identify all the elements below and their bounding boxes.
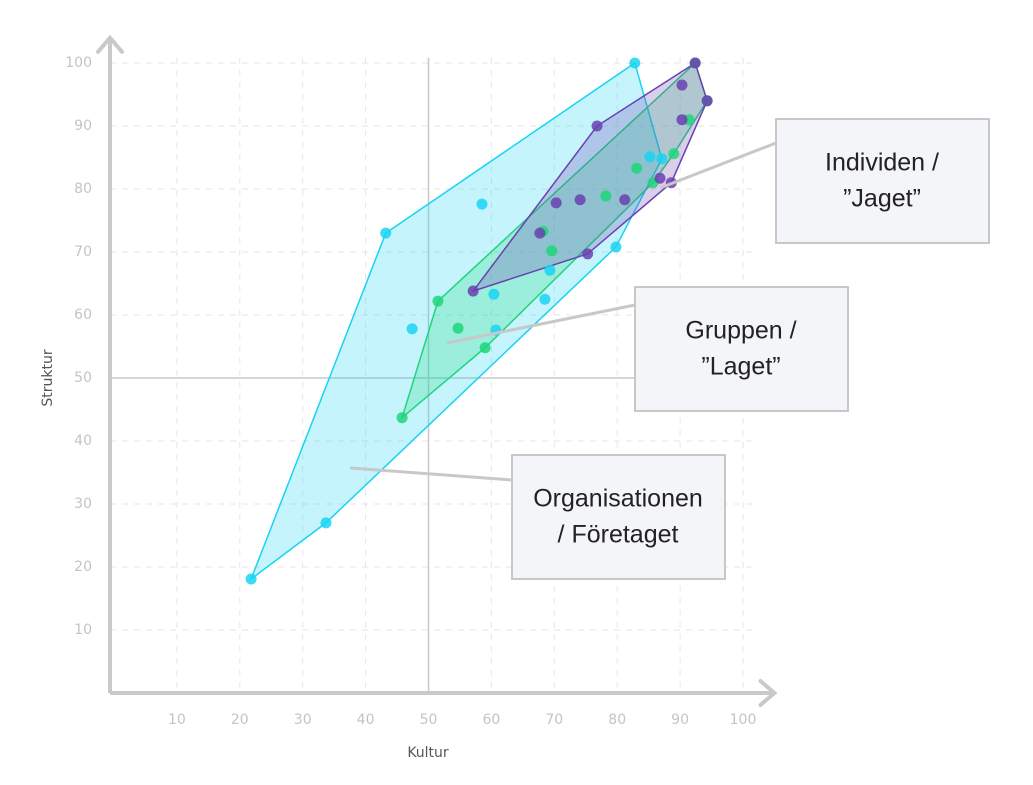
point bbox=[320, 517, 332, 529]
x-tick-label: 40 bbox=[357, 712, 375, 728]
y-tick-label: 30 bbox=[74, 496, 92, 512]
y-tick-label: 60 bbox=[74, 307, 92, 323]
point bbox=[676, 114, 688, 126]
annotation-box bbox=[634, 286, 849, 412]
point bbox=[488, 288, 500, 300]
point bbox=[550, 197, 562, 209]
y-tick-label: 50 bbox=[74, 370, 92, 386]
annotation-text: ”Laget” bbox=[701, 353, 780, 381]
point bbox=[582, 248, 594, 260]
x-tick-label: 70 bbox=[545, 712, 563, 728]
y-tick-label: 40 bbox=[74, 433, 92, 449]
point bbox=[396, 412, 408, 424]
point bbox=[544, 264, 556, 276]
y-tick-label: 70 bbox=[74, 244, 92, 260]
annotation-text: Individen / bbox=[825, 149, 939, 177]
x-tick-label: 60 bbox=[482, 712, 500, 728]
x-tick-label: 100 bbox=[730, 712, 757, 728]
x-tick-label: 20 bbox=[231, 712, 249, 728]
point bbox=[380, 227, 392, 239]
point bbox=[452, 322, 464, 334]
point bbox=[406, 323, 418, 335]
y-tick-label: 90 bbox=[74, 118, 92, 134]
point bbox=[668, 148, 680, 160]
point bbox=[591, 120, 603, 132]
point bbox=[546, 245, 558, 257]
annotation-text: Gruppen / bbox=[685, 317, 796, 345]
point bbox=[432, 295, 444, 307]
point bbox=[689, 57, 701, 69]
point bbox=[600, 190, 612, 202]
y-tick-label: 10 bbox=[74, 622, 92, 638]
point bbox=[467, 285, 479, 297]
y-tick-label: 80 bbox=[74, 181, 92, 197]
point bbox=[656, 153, 668, 165]
leader-line bbox=[659, 141, 777, 190]
x-tick-label: 10 bbox=[168, 712, 186, 728]
annotation-text: ”Jaget” bbox=[843, 185, 921, 213]
y-tick-label: 20 bbox=[74, 559, 92, 575]
y-tick-label: 100 bbox=[65, 55, 92, 71]
point bbox=[619, 194, 631, 206]
point bbox=[539, 293, 551, 305]
point bbox=[476, 198, 488, 210]
point bbox=[644, 151, 656, 163]
leader-line bbox=[349, 466, 513, 482]
point bbox=[479, 342, 491, 354]
point bbox=[610, 241, 622, 253]
annotation-box bbox=[775, 118, 990, 244]
point bbox=[629, 57, 641, 69]
x-tick-label: 80 bbox=[608, 712, 626, 728]
annotation-text: / Företaget bbox=[558, 521, 679, 549]
point bbox=[631, 162, 643, 174]
leader-line bbox=[446, 303, 636, 345]
y-axis-arrow bbox=[96, 34, 124, 54]
x-axis-arrow bbox=[758, 679, 778, 707]
annotation-text: Organisationen bbox=[533, 485, 703, 513]
y-axis-title: Struktur bbox=[40, 349, 56, 406]
point bbox=[245, 573, 257, 585]
x-tick-label: 30 bbox=[294, 712, 312, 728]
x-tick-label: 90 bbox=[671, 712, 689, 728]
point bbox=[701, 95, 713, 107]
x-axis-title: Kultur bbox=[407, 745, 449, 761]
x-tick-label: 50 bbox=[420, 712, 438, 728]
annotation-box bbox=[511, 454, 726, 580]
point bbox=[654, 172, 666, 184]
point bbox=[574, 194, 586, 206]
hull bbox=[400, 61, 708, 420]
point bbox=[534, 227, 546, 239]
point bbox=[676, 79, 688, 91]
